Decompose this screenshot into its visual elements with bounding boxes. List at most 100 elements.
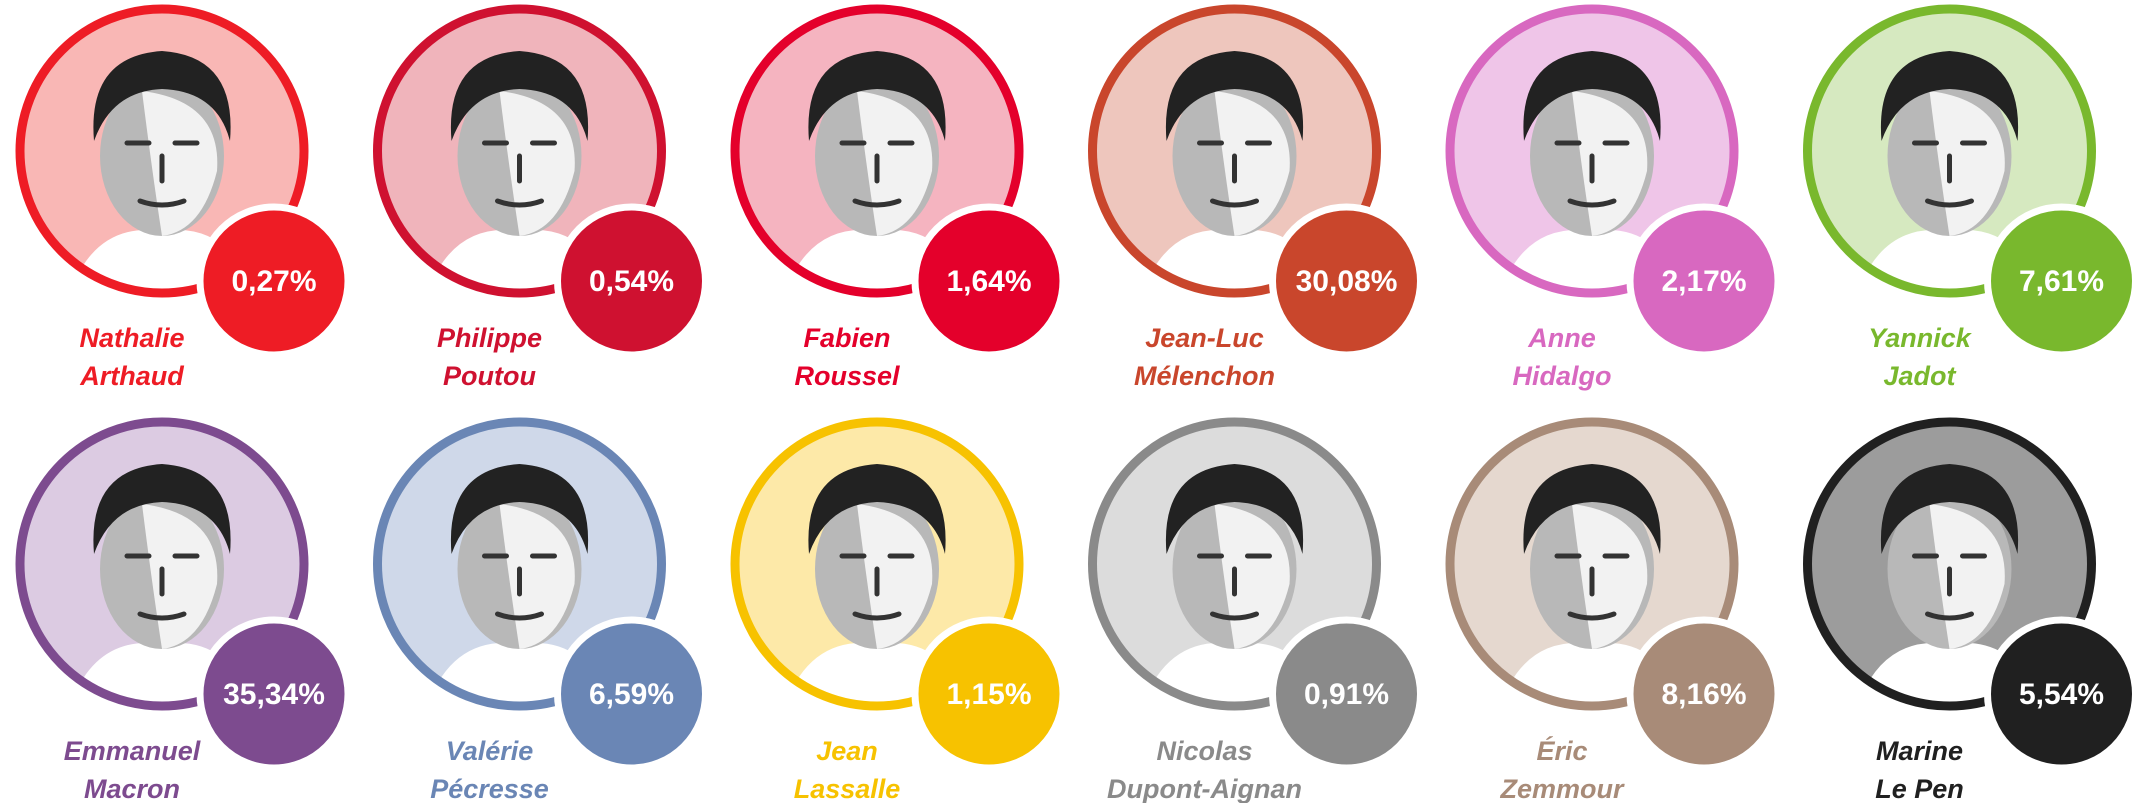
candidate-card: 0,54% Philippe Poutou (373, 4, 709, 391)
candidate-name: Emmanuel (64, 736, 201, 766)
percent-label: 7,61% (2019, 265, 2104, 298)
candidate-name: Marine (1876, 736, 1963, 766)
hair (808, 464, 946, 554)
candidate-name: Anne (1527, 323, 1596, 353)
features (124, 140, 200, 208)
candidate-name: Zemmour (1499, 774, 1625, 803)
candidate-name: Hidalgo (1513, 361, 1612, 391)
candidate-card: 30,08% Jean-Luc Mélenchon (1088, 4, 1424, 391)
candidate-name: Nathalie (79, 323, 184, 353)
hair (450, 464, 589, 554)
candidate-card: 35,34% Emmanuel Macron (15, 417, 352, 803)
portrait-ring (373, 417, 666, 711)
portrait-ring (730, 417, 1024, 711)
features (1554, 140, 1630, 208)
candidate-name: Nicolas (1156, 736, 1252, 766)
percent-label: 0,27% (231, 265, 316, 298)
candidate-card: 5,54% Marine Le Pen (1803, 417, 2139, 803)
percent-label: 8,16% (1661, 678, 1746, 711)
candidate-name: Le Pen (1875, 774, 1964, 803)
candidate-name: Mélenchon (1134, 361, 1275, 391)
features (839, 553, 915, 621)
face-light (499, 504, 575, 649)
candidate-card: 1,64% Fabien Roussel (730, 4, 1067, 391)
hair (93, 464, 231, 554)
portrait-ring (373, 4, 666, 298)
percent-badge (1269, 616, 1424, 772)
percent-badge (1269, 203, 1424, 359)
hair (1165, 51, 1304, 141)
candidate-name: Jadot (1883, 361, 1956, 391)
face-light (499, 91, 575, 236)
percent-badge (196, 616, 352, 772)
features (1197, 140, 1272, 208)
candidate-name: Pécresse (430, 774, 549, 803)
percent-label: 0,91% (1304, 678, 1389, 711)
portrait-ring (1803, 4, 2096, 298)
portrait-ring (15, 417, 309, 711)
face-light (857, 91, 933, 236)
features (482, 140, 557, 208)
hair (1165, 464, 1304, 554)
face-light (1214, 504, 1290, 649)
portrait-ring (730, 4, 1024, 298)
features (1912, 140, 1987, 208)
candidate-card: 0,91% Nicolas Dupont-Aignan (1088, 417, 1424, 803)
percent-badge (1626, 203, 1782, 359)
percent-badge (554, 616, 709, 772)
features (839, 140, 915, 208)
candidate-name: Jean (816, 736, 878, 766)
candidate-name: Valérie (446, 736, 534, 766)
hair (1880, 464, 2019, 554)
features (124, 553, 200, 621)
candidate-name: Roussel (794, 361, 900, 391)
candidate-name: Fabien (803, 323, 890, 353)
face-light (142, 91, 218, 236)
percent-badge (554, 203, 709, 359)
percent-badge (911, 203, 1067, 359)
face-light (1572, 91, 1648, 236)
portrait-ring (1088, 417, 1381, 711)
candidate-card: 6,59% Valérie Pécresse (373, 417, 709, 803)
hair (808, 51, 946, 141)
features (1912, 553, 1987, 621)
hair (93, 51, 231, 141)
portrait-ring (1445, 417, 1739, 711)
percent-badge (196, 203, 352, 359)
portrait (1497, 51, 1687, 289)
percent-label: 1,64% (946, 265, 1031, 298)
percent-label: 1,15% (946, 678, 1031, 711)
percent-label: 6,59% (589, 678, 674, 711)
features (482, 553, 557, 621)
candidate-name: Poutou (443, 361, 536, 391)
features (1197, 553, 1272, 621)
candidate-name: Lassalle (794, 774, 901, 803)
portrait-ring (15, 4, 309, 298)
hair (1523, 51, 1661, 141)
face-light (857, 504, 933, 649)
percent-label: 2,17% (1661, 265, 1746, 298)
candidate-name: Dupont-Aignan (1107, 774, 1302, 803)
candidate-card: 7,61% Yannick Jadot (1803, 4, 2139, 391)
percent-label: 0,54% (589, 265, 674, 298)
portrait-ring (1088, 4, 1381, 298)
percent-badge (1626, 616, 1782, 772)
features (1554, 553, 1630, 621)
candidate-name: Éric (1536, 735, 1587, 766)
face-light (1572, 504, 1648, 649)
portrait-ring (1803, 417, 2096, 711)
candidate-name: Yannick (1868, 323, 1973, 353)
percent-badge (1984, 203, 2139, 359)
candidate-card: 8,16% Éric Zemmour (1445, 417, 1782, 803)
percent-label: 5,54% (2019, 678, 2104, 711)
face-light (1929, 504, 2005, 649)
candidate-name: Jean-Luc (1145, 323, 1264, 353)
candidate-name: Arthaud (79, 361, 184, 391)
portrait (1139, 51, 1330, 289)
percent-label: 30,08% (1296, 265, 1398, 298)
face-light (142, 504, 218, 649)
face-light (1929, 91, 2005, 236)
face-light (1214, 91, 1290, 236)
